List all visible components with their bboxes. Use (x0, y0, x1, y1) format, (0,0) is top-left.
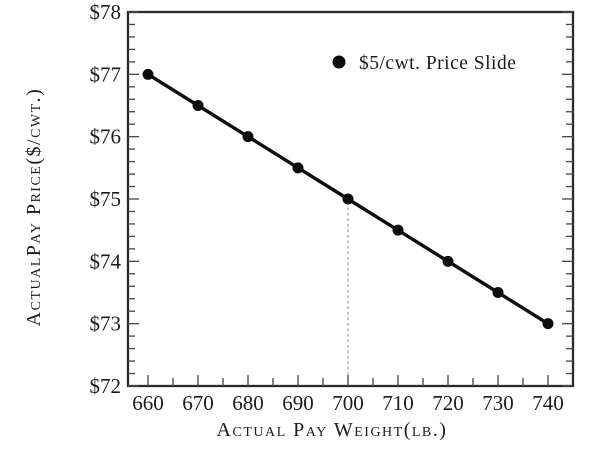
x-tick-label: 720 (432, 391, 464, 415)
x-axis-title: Actual Pay Weight(lb.) (217, 419, 448, 441)
x-tick-label: 700 (332, 391, 364, 415)
x-tick-label: 670 (182, 391, 214, 415)
y-tick-label: $73 (90, 312, 122, 336)
x-tick-label: 740 (532, 391, 564, 415)
x-tick-label: 690 (282, 391, 314, 415)
y-tick-label: $75 (90, 187, 122, 211)
y-tick-label: $76 (90, 125, 122, 149)
data-point (442, 255, 454, 267)
legend: $5/cwt. Price Slide (332, 53, 516, 74)
data-point (142, 68, 154, 80)
x-tick-label: 680 (232, 391, 264, 415)
y-tick-label: $77 (90, 62, 122, 86)
legend-marker-dot (332, 55, 346, 69)
data-point (242, 131, 254, 143)
series-layer (142, 68, 554, 330)
y-tick-label: $72 (90, 374, 122, 398)
data-point (392, 224, 404, 236)
y-axis-title: ActualPay Price($/cwt.) (23, 88, 45, 327)
y-tick-label: $78 (90, 0, 122, 24)
data-point (342, 193, 354, 205)
data-point (292, 162, 304, 174)
tick-layer (128, 11, 573, 387)
data-point (492, 287, 504, 298)
data-point (542, 318, 554, 330)
y-tick-label: $74 (90, 249, 122, 273)
x-tick-label: 710 (382, 391, 414, 415)
x-tick-label: 730 (482, 391, 514, 415)
x-tick-label: 660 (132, 391, 164, 415)
legend-label: $5/cwt. Price Slide (359, 53, 516, 74)
tick-label-layer: $72 $73 $74 $75 $76 $77 $78 660 670 680 690 700 710 7… (90, 0, 564, 415)
data-point (192, 100, 204, 111)
